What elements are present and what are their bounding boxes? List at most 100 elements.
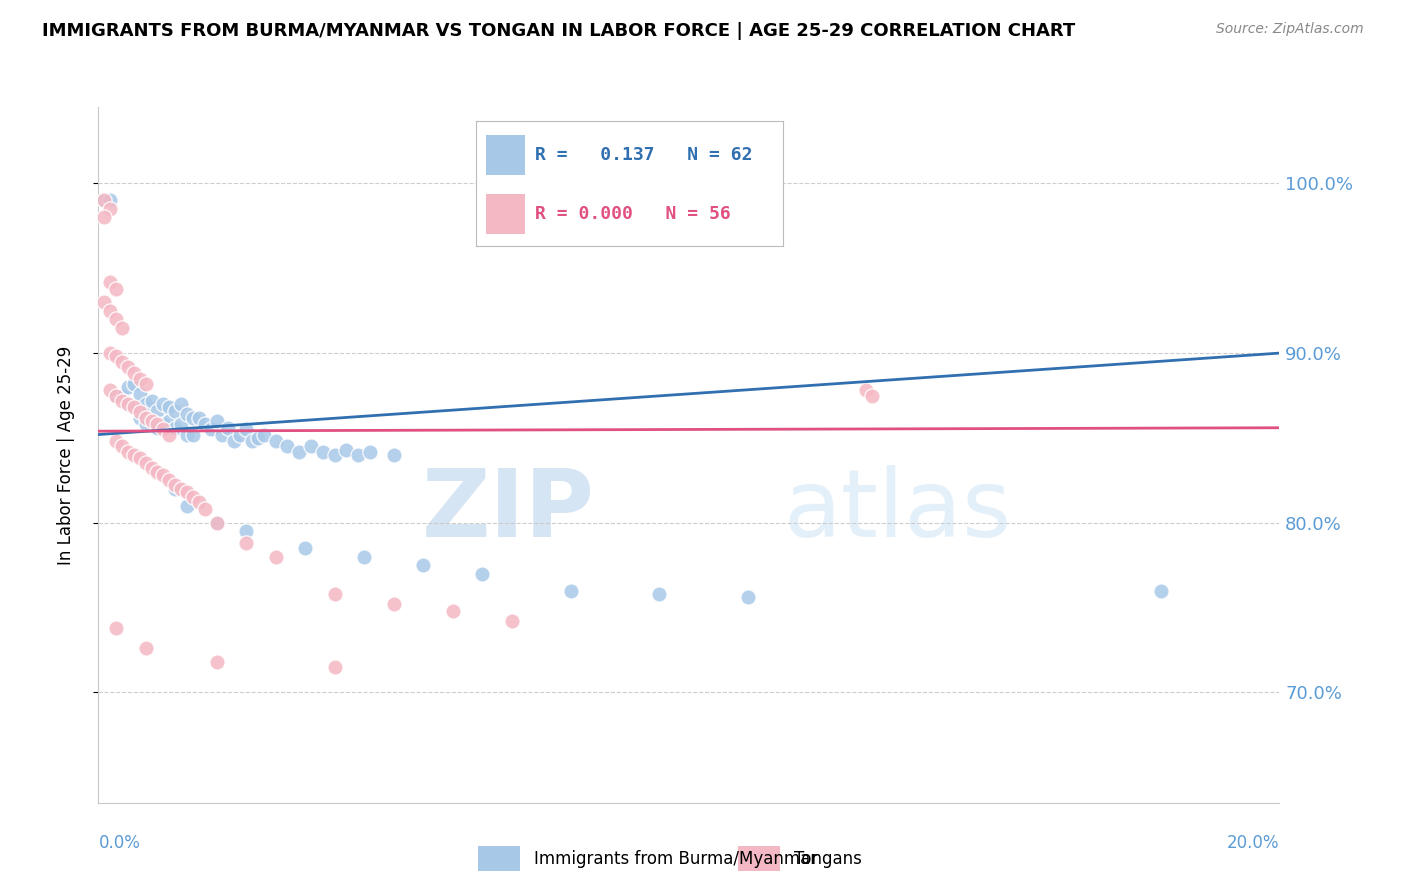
Point <box>276 439 298 453</box>
Point <box>240 434 263 449</box>
Point <box>501 614 523 628</box>
Point <box>194 502 217 516</box>
Point <box>323 660 346 674</box>
Point <box>648 587 671 601</box>
Point <box>93 194 115 208</box>
Point <box>170 417 193 432</box>
Point <box>235 422 257 436</box>
Point <box>117 380 139 394</box>
Text: 20.0%: 20.0% <box>1227 834 1279 852</box>
Point <box>135 397 157 411</box>
Point <box>111 320 134 334</box>
Point <box>111 388 134 402</box>
Point <box>335 442 357 457</box>
Point <box>122 448 145 462</box>
Point <box>146 465 169 479</box>
Point <box>860 388 883 402</box>
Point <box>294 541 316 556</box>
Text: 0.0%: 0.0% <box>98 834 141 852</box>
Point <box>111 439 134 453</box>
Point <box>157 474 180 488</box>
Point <box>471 566 494 581</box>
Point <box>98 303 121 318</box>
Text: Tongans: Tongans <box>794 849 862 868</box>
Point <box>128 410 150 425</box>
Point <box>117 397 139 411</box>
Point <box>382 597 405 611</box>
Point <box>165 421 187 435</box>
Point <box>93 295 115 310</box>
Point <box>93 211 115 225</box>
Point <box>737 591 759 605</box>
Point <box>146 417 169 432</box>
Point <box>128 405 150 419</box>
Point <box>176 485 198 500</box>
Point <box>224 434 246 449</box>
Point <box>382 448 405 462</box>
Point <box>181 427 204 442</box>
Point <box>141 461 163 475</box>
Point <box>205 655 228 669</box>
Point <box>246 431 269 445</box>
Point <box>176 499 198 513</box>
Point <box>111 393 134 408</box>
Point <box>105 621 128 635</box>
Point <box>141 414 163 428</box>
Point <box>187 495 209 509</box>
Point <box>264 549 287 564</box>
Point <box>187 410 209 425</box>
Point <box>441 604 464 618</box>
Point <box>157 414 180 428</box>
Point <box>135 641 157 656</box>
Point <box>152 422 174 436</box>
Point <box>135 410 157 425</box>
Point <box>105 350 128 364</box>
Point <box>146 421 169 435</box>
Point <box>122 376 145 391</box>
Point <box>264 434 287 449</box>
Point <box>229 427 252 442</box>
Point <box>122 401 145 415</box>
Point <box>141 393 163 408</box>
Point <box>128 451 150 466</box>
Bar <box>738 847 780 871</box>
Point <box>176 427 198 442</box>
Point <box>122 367 145 381</box>
Point <box>105 388 128 402</box>
Point <box>122 401 145 415</box>
Point <box>98 275 121 289</box>
Point <box>217 421 239 435</box>
Point <box>105 282 128 296</box>
Point <box>128 387 150 401</box>
Point <box>98 194 121 208</box>
Text: Immigrants from Burma/Myanmar: Immigrants from Burma/Myanmar <box>534 849 817 868</box>
Point <box>152 417 174 432</box>
Bar <box>478 847 520 871</box>
Point <box>312 444 335 458</box>
Point <box>105 312 128 326</box>
Point <box>105 434 128 449</box>
Point <box>194 417 217 432</box>
Point <box>205 414 228 428</box>
Point <box>235 524 257 539</box>
Point <box>157 401 180 415</box>
Point <box>200 422 222 436</box>
Point <box>141 414 163 428</box>
Point <box>135 376 157 391</box>
Point <box>165 478 187 492</box>
Point <box>117 359 139 374</box>
Point <box>170 482 193 496</box>
Point <box>323 448 346 462</box>
Point <box>412 558 434 573</box>
Text: ZIP: ZIP <box>422 465 595 557</box>
Point <box>98 346 121 360</box>
Point <box>288 444 311 458</box>
Point <box>98 202 121 216</box>
Point <box>105 388 128 402</box>
Point <box>98 384 121 398</box>
Point <box>299 439 322 453</box>
Text: Source: ZipAtlas.com: Source: ZipAtlas.com <box>1216 22 1364 37</box>
Point <box>253 427 276 442</box>
Point <box>170 397 193 411</box>
Point <box>146 404 169 418</box>
